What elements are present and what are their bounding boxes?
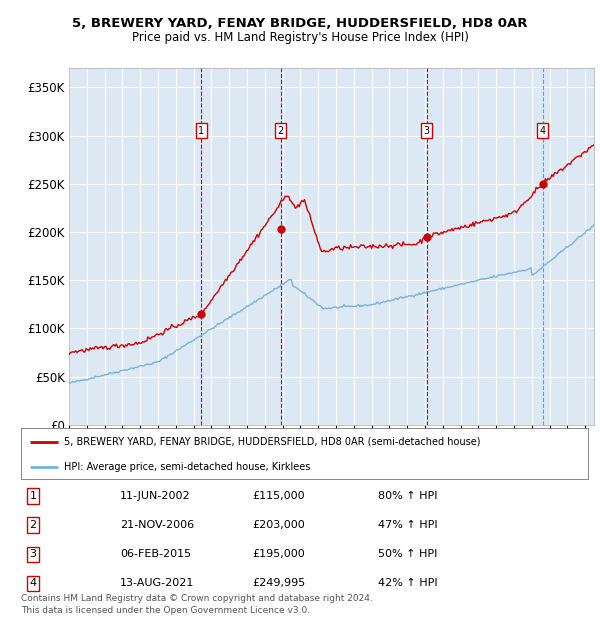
Text: 5, BREWERY YARD, FENAY BRIDGE, HUDDERSFIELD, HD8 0AR (semi-detached house): 5, BREWERY YARD, FENAY BRIDGE, HUDDERSFI… — [64, 436, 480, 446]
Text: 1: 1 — [29, 491, 37, 501]
Text: 50% ↑ HPI: 50% ↑ HPI — [378, 549, 437, 559]
Text: 06-FEB-2015: 06-FEB-2015 — [120, 549, 191, 559]
Text: 42% ↑ HPI: 42% ↑ HPI — [378, 578, 437, 588]
Text: 4: 4 — [539, 126, 545, 136]
Text: 11-JUN-2002: 11-JUN-2002 — [120, 491, 191, 501]
Text: 2: 2 — [277, 126, 284, 136]
Text: 3: 3 — [424, 126, 430, 136]
Text: 80% ↑ HPI: 80% ↑ HPI — [378, 491, 437, 501]
Text: 13-AUG-2021: 13-AUG-2021 — [120, 578, 194, 588]
Text: £115,000: £115,000 — [252, 491, 305, 501]
Text: 5, BREWERY YARD, FENAY BRIDGE, HUDDERSFIELD, HD8 0AR: 5, BREWERY YARD, FENAY BRIDGE, HUDDERSFI… — [72, 17, 528, 30]
Text: 4: 4 — [29, 578, 37, 588]
Text: £249,995: £249,995 — [252, 578, 305, 588]
Text: 21-NOV-2006: 21-NOV-2006 — [120, 520, 194, 530]
Text: 47% ↑ HPI: 47% ↑ HPI — [378, 520, 437, 530]
Text: 1: 1 — [199, 126, 205, 136]
Text: HPI: Average price, semi-detached house, Kirklees: HPI: Average price, semi-detached house,… — [64, 463, 310, 472]
Text: £195,000: £195,000 — [252, 549, 305, 559]
Text: £203,000: £203,000 — [252, 520, 305, 530]
Text: Contains HM Land Registry data © Crown copyright and database right 2024.
This d: Contains HM Land Registry data © Crown c… — [21, 594, 373, 615]
Text: 2: 2 — [29, 520, 37, 530]
Text: Price paid vs. HM Land Registry's House Price Index (HPI): Price paid vs. HM Land Registry's House … — [131, 31, 469, 44]
Text: 3: 3 — [29, 549, 37, 559]
